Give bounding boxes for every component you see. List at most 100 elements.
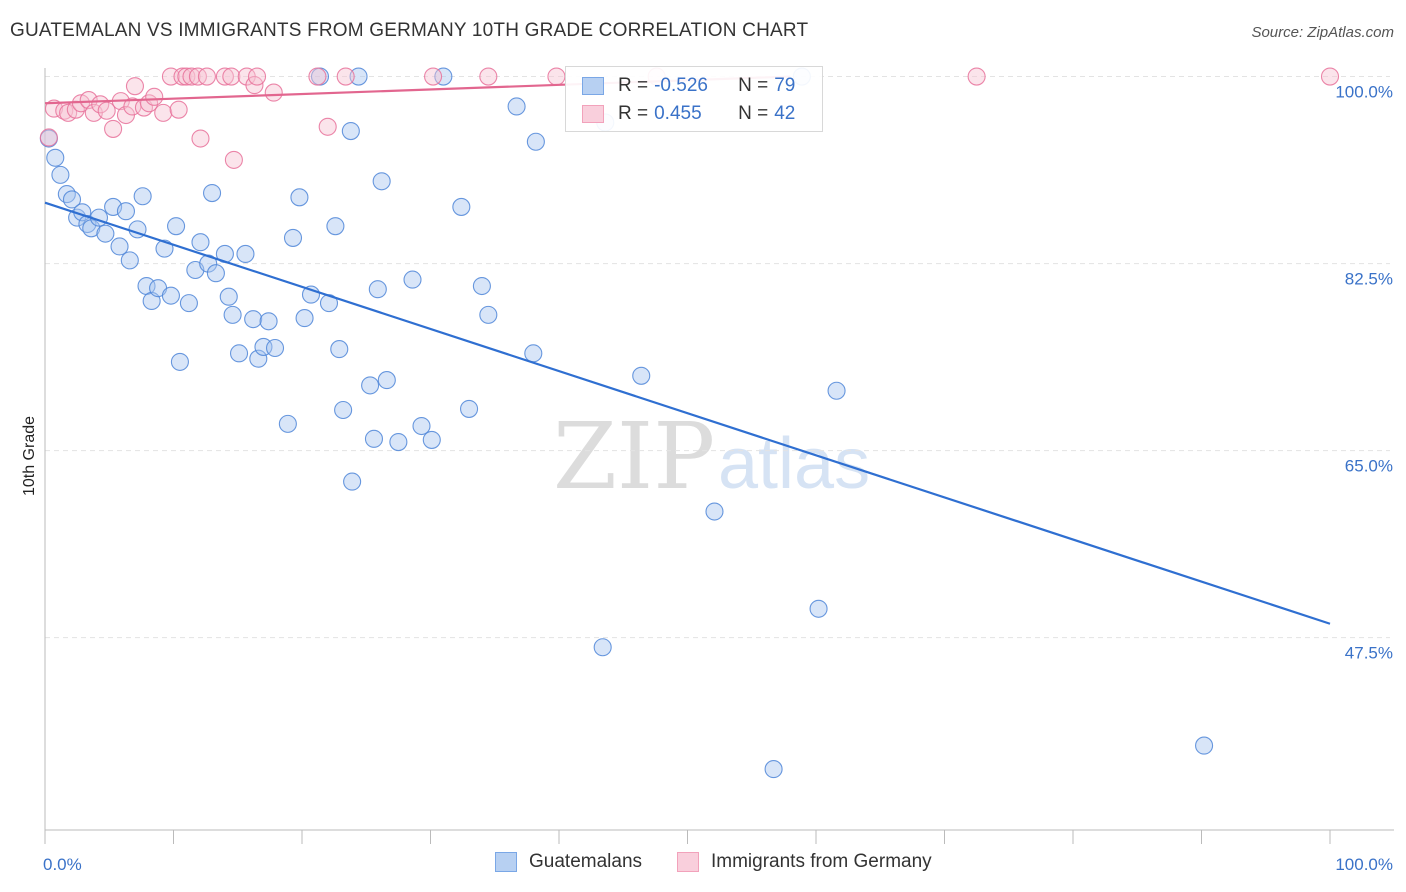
legend-swatch-blue (495, 852, 517, 872)
data-point-germany (308, 67, 327, 86)
data-point-guatemalans (361, 376, 380, 395)
data-point-guatemalans (236, 244, 255, 264)
axes (44, 68, 1394, 831)
data-point-germany (247, 67, 267, 86)
data-point-guatemalans (422, 430, 441, 449)
data-point-guatemalans (827, 381, 846, 400)
watermark-atlas: atlas (718, 424, 870, 504)
data-point-guatemalans (1195, 736, 1214, 755)
data-point-guatemalans (191, 233, 210, 252)
data-point-germany (547, 67, 566, 86)
data-point-germany (145, 87, 164, 106)
data-point-germany (967, 67, 986, 86)
y-axis-label: 10th Grade (21, 416, 38, 496)
y-tick-label: 65.0% (1345, 457, 1393, 476)
legend-item-germany: Immigrants from Germany (677, 851, 932, 873)
x-tick-label: 100.0% (1335, 855, 1393, 874)
data-point-germany (215, 67, 234, 86)
data-point-guatemalans (343, 472, 362, 491)
data-point-guatemalans (472, 276, 491, 296)
data-point-guatemalans (330, 340, 349, 359)
data-point-guatemalans (283, 228, 303, 247)
legend-item-guatemalans: Guatemalans (495, 851, 642, 873)
data-point-guatemalans (259, 312, 278, 331)
data-point-germany (104, 119, 123, 138)
legend-row-guatemalans: R = -0.526 N = 79 (566, 72, 795, 100)
data-point-guatemalans (412, 416, 431, 436)
series-guatemalans (39, 67, 1214, 779)
data-point-guatemalans (68, 208, 87, 227)
data-point-germany (479, 67, 498, 86)
axis-ticks (44, 830, 1331, 844)
data-point-guatemalans (368, 280, 387, 299)
data-point-guatemalans (179, 294, 198, 313)
data-point-guatemalans (507, 97, 526, 116)
data-point-germany (197, 67, 216, 86)
data-point-guatemalans (341, 122, 360, 141)
data-point-guatemalans (265, 338, 285, 358)
data-point-guatemalans (46, 148, 65, 167)
data-point-guatemalans (389, 433, 408, 452)
data-point-guatemalans (593, 638, 612, 657)
grid-lines (45, 76, 1390, 639)
data-point-germany (169, 100, 188, 119)
data-point-germany (125, 77, 144, 96)
data-point-guatemalans (809, 599, 828, 618)
data-point-germany (1320, 67, 1340, 86)
data-point-guatemalans (452, 197, 471, 216)
series-legend: Guatemalans Immigrants from Germany (0, 851, 1406, 877)
data-point-guatemalans (62, 190, 82, 209)
data-point-germany (154, 103, 173, 122)
data-point-guatemalans (377, 371, 396, 390)
data-point-germany (336, 67, 355, 86)
data-point-guatemalans (479, 305, 498, 324)
chart-source: Source: ZipAtlas.com (1251, 24, 1394, 41)
data-point-guatemalans (170, 352, 189, 371)
data-point-guatemalans (57, 185, 76, 204)
x-tick-label: 0.0% (43, 855, 82, 874)
stats-legend: R = -0.526 N = 79 R = 0.455 N = 42 (565, 66, 823, 132)
data-point-guatemalans (705, 502, 724, 521)
data-point-germany (424, 67, 443, 86)
legend-swatch-pink (582, 105, 604, 123)
data-point-guatemalans (229, 344, 249, 363)
y-tick-label: 47.5% (1345, 644, 1393, 663)
watermark-zip: ZIP (553, 403, 715, 510)
data-point-guatemalans (161, 286, 180, 305)
legend-r-label: R = (618, 75, 649, 96)
data-point-guatemalans (244, 310, 263, 329)
data-point-guatemalans (349, 67, 368, 86)
data-point-guatemalans (632, 366, 651, 385)
data-point-guatemalans (364, 429, 384, 448)
legend-r-label: R = (618, 103, 649, 124)
data-point-guatemalans (203, 183, 222, 203)
data-point-guatemalans (278, 414, 297, 433)
legend-row-germany: R = 0.455 N = 42 (566, 100, 795, 128)
legend-n-value: 79 (774, 75, 796, 96)
data-point-germany (222, 67, 241, 86)
legend-n-label: N = (738, 75, 769, 96)
data-point-guatemalans (295, 309, 314, 328)
legend-swatch-blue (582, 77, 604, 95)
data-point-germany (39, 128, 58, 147)
data-point-guatemalans (290, 188, 309, 207)
data-point-guatemalans (96, 224, 115, 243)
data-point-guatemalans (110, 237, 129, 256)
data-point-guatemalans (249, 349, 268, 368)
y-tick-label: 82.5% (1345, 270, 1393, 289)
data-point-guatemalans (206, 264, 225, 283)
data-point-guatemalans (120, 251, 139, 270)
data-point-guatemalans (764, 760, 783, 779)
legend-swatch-pink (677, 852, 699, 872)
trend-line-guatemalans (44, 201, 1331, 625)
data-point-germany (264, 83, 283, 102)
legend-r-value: -0.526 (654, 75, 708, 96)
data-point-germany (224, 150, 243, 169)
data-point-guatemalans (372, 172, 391, 191)
data-point-guatemalans (133, 187, 152, 206)
y-tick-label: 100.0% (1335, 83, 1393, 102)
data-point-germany (191, 129, 210, 148)
data-point-guatemalans (524, 344, 543, 363)
data-point-germany (97, 101, 116, 120)
